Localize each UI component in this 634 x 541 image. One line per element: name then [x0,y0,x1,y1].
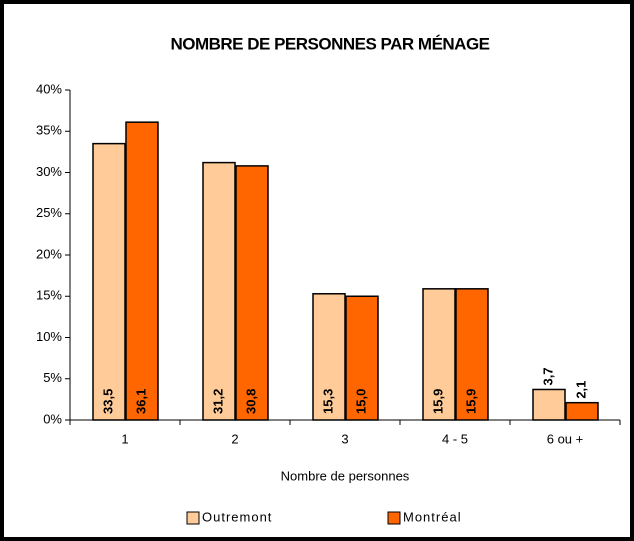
value-label: 30,8 [243,389,258,414]
y-tick-label: 15% [36,288,62,303]
y-tick-label: 10% [36,329,62,344]
bar [202,161,236,421]
value-label: 2,1 [573,381,588,399]
bar [312,293,346,421]
x-tick-label: 2 [231,431,238,446]
legend-swatch [186,511,200,525]
x-axis-title: Nombre de personnes [281,468,410,483]
y-tick-label: 40% [36,81,62,96]
legend-swatch [387,511,401,525]
value-label: 33,5 [100,389,115,414]
bar [92,142,126,421]
value-label: 31,2 [210,389,225,414]
x-tick-label: 3 [341,431,348,446]
bar [422,288,456,421]
bar [345,295,379,421]
value-label: 15,0 [353,389,368,414]
value-label: 15,9 [430,389,445,414]
chart-title: NOMBRE DE PERSONNES PAR MÉNAGE [170,34,489,53]
value-label: 15,3 [320,389,335,414]
value-label: 36,1 [133,389,148,414]
value-label: 15,9 [463,389,478,414]
bar [532,388,566,421]
bar [455,288,489,421]
legend-label: Montréal [403,509,462,524]
y-tick-label: 30% [36,164,62,179]
y-tick-label: 35% [36,123,62,138]
y-tick-label: 5% [43,370,62,385]
x-tick-label: 4 - 5 [442,431,468,446]
x-tick-label: 6 ou + [547,431,584,446]
y-tick-label: 0% [43,411,62,426]
bar [125,121,159,421]
bar [565,401,599,421]
value-label: 3,7 [540,367,555,385]
x-tick-label: 1 [121,431,128,446]
bar [235,165,269,421]
y-tick-label: 20% [36,246,62,261]
legend-label: Outremont [202,509,272,524]
y-tick-label: 25% [36,205,62,220]
